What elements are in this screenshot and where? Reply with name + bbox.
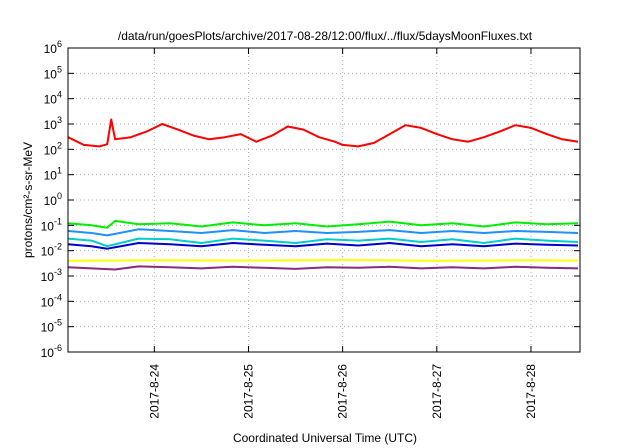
y-tick-label: 10-5	[41, 318, 62, 335]
y-tick-label: 10-4	[41, 292, 62, 309]
y-tick-label: 10-2	[41, 242, 62, 259]
series-group	[67, 118, 579, 271]
y-tick-label: 100	[44, 191, 62, 208]
y-tick-label: 10-3	[41, 267, 62, 284]
series-line-3	[67, 228, 579, 237]
x-tick-label: 2017-8-27	[430, 364, 444, 419]
x-tick-label: 2017-8-24	[147, 364, 161, 419]
y-ticks: 10-6 10-5 10-4 10-3 10-2 10-1 100 101 102 103 104 1…	[41, 39, 580, 360]
y-tick-label: 104	[44, 90, 62, 107]
x-tick-label: 2017-8-26	[336, 364, 350, 419]
y-tick-label: 106	[44, 39, 62, 56]
y-tick-label: 105	[44, 64, 62, 81]
series-line-5	[67, 242, 579, 250]
x-tick-label: 2017-8-25	[241, 364, 255, 419]
y-axis-label: protons/cm²-s-sr-MeV	[21, 142, 35, 258]
y-tick-label: 10-1	[41, 216, 62, 233]
x-ticks: 2017-8-24 2017-8-25 2017-8-26 2017-8-27 2017…	[147, 48, 538, 419]
x-tick-label: 2017-8-28	[524, 364, 538, 419]
y-tick-label: 101	[44, 166, 62, 183]
chart-title: /data/run/goesPlots/archive/2017-08-28/1…	[118, 29, 533, 43]
series-line-7	[67, 265, 579, 271]
y-tick-label: 102	[44, 140, 62, 157]
grid	[68, 48, 580, 352]
series-line-2	[67, 219, 579, 229]
y-axis-label-group: protons/cm²-s-sr-MeV	[21, 142, 35, 258]
series-line-4	[67, 237, 579, 248]
series-line-1	[67, 118, 579, 148]
x-axis-label: Coordinated Universal Time (UTC)	[233, 431, 417, 445]
y-tick-label: 10-6	[41, 343, 62, 360]
series-line-6	[67, 259, 579, 262]
y-tick-label: 103	[44, 115, 62, 132]
